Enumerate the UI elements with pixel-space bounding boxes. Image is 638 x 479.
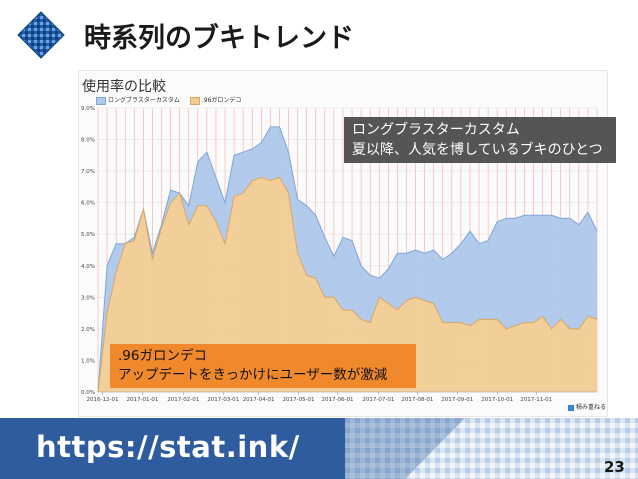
callout-title: .96ガロンデコ: [118, 348, 207, 364]
x-tick-label: 2017-07-01: [362, 397, 394, 403]
footer-bar: [0, 418, 345, 479]
y-tick-label: 9.0%: [81, 106, 95, 112]
callout-96gallon: .96ガロンデコ アップデートをきっかけにユーザー数が激減: [110, 344, 416, 388]
y-tick-label: 7.0%: [81, 169, 95, 175]
x-tick-label: 2017-09-01: [441, 397, 473, 403]
x-tick-label: 2017-03-01: [207, 397, 239, 403]
series-area-longblaster: [98, 126, 597, 393]
x-tick-label: 2017-02-01: [167, 397, 199, 403]
series-line-96gallon: [97, 176, 598, 393]
x-tick-label: 2017-08-01: [401, 397, 433, 403]
y-tick-label: 8.0%: [81, 138, 95, 144]
chart-heading: 使用率の比較: [82, 79, 166, 95]
legend-label: .96ガロンデコ: [201, 97, 242, 104]
x-tick-label: 2017-10-01: [481, 397, 513, 403]
y-tick-label: 2.0%: [81, 327, 95, 333]
legend-item-longblaster[interactable]: ロングブラスターカスタム: [96, 95, 180, 105]
stack-label: 積み重ねる: [576, 404, 607, 411]
y-tick-label: 3.0%: [81, 295, 95, 301]
legend-item-96gallon[interactable]: .96ガロンデコ: [189, 95, 242, 105]
y-tick-label: 5.0%: [81, 232, 95, 238]
legend-label: ロングブラスターカスタム: [108, 97, 180, 104]
footer-url[interactable]: https://stat.ink/: [36, 430, 300, 464]
y-tick-label: 6.0%: [81, 201, 95, 207]
y-tick-label: 4.0%: [81, 264, 95, 270]
series-area-96gallon: [98, 177, 597, 392]
x-tick-label: 2017-05-01: [283, 397, 315, 403]
x-tick-label: 2016-12-01: [87, 397, 119, 403]
x-tick-label: 2017-04-01: [243, 397, 275, 403]
slide-title: 時系列のブキトレンド: [84, 23, 354, 54]
x-tick-label: 2017-11-01: [520, 397, 552, 403]
callout-text: 夏以降、人気を博しているブキのひとつ: [352, 142, 603, 158]
page-number: 23: [604, 458, 625, 476]
series-line-longblaster: [97, 126, 598, 393]
checkbox-icon[interactable]: [568, 404, 574, 411]
x-tick-label: 2017-06-01: [322, 397, 354, 403]
legend-swatch-blue: [96, 96, 106, 105]
legend-swatch-orange: [189, 96, 200, 105]
callout-title: ロングブラスターカスタム: [352, 122, 520, 138]
y-tick-label: 1.0%: [81, 358, 95, 364]
y-tick-label: 0.0%: [81, 390, 95, 396]
x-tick-label: 2017-01-01: [126, 397, 158, 403]
logo-diamond-icon: [17, 11, 65, 59]
callout-text: アップデートをきっかけにユーザー数が激減: [118, 367, 388, 383]
footer-pattern-decoration: [345, 418, 638, 479]
chart-legend: ロングブラスターカスタム .96ガロンデコ: [96, 95, 241, 105]
callout-longblaster: ロングブラスターカスタム 夏以降、人気を博しているブキのひとつ: [344, 117, 616, 163]
stack-toggle[interactable]: 積み重ねる: [568, 402, 606, 411]
